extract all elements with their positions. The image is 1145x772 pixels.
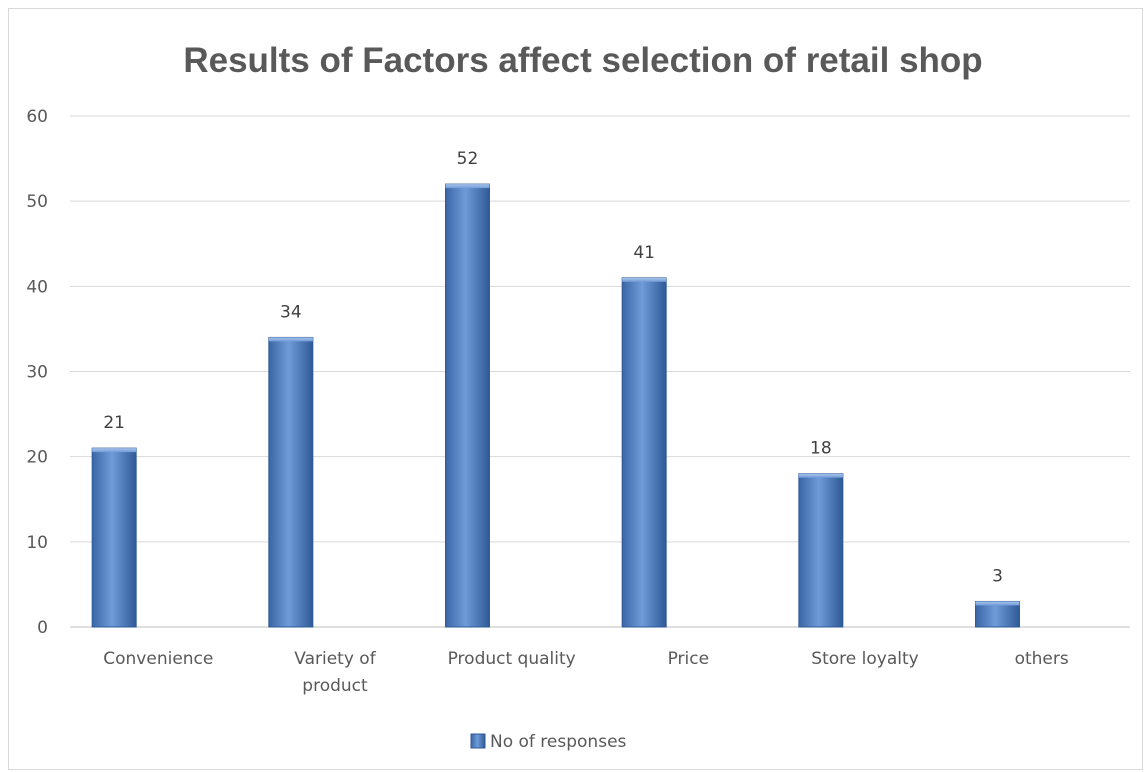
legend-swatch bbox=[470, 733, 486, 749]
bar bbox=[445, 183, 490, 628]
bar bbox=[621, 277, 667, 628]
bar-top-highlight bbox=[268, 337, 313, 342]
bar-top-highlight bbox=[975, 601, 1020, 606]
chart-title: Results of Factors affect selection of r… bbox=[183, 41, 982, 80]
bar bbox=[975, 600, 1020, 628]
bar-top-highlight bbox=[622, 277, 667, 282]
data-label: 34 bbox=[280, 302, 302, 322]
y-tick-label: 20 bbox=[26, 448, 48, 468]
legend: No of responses bbox=[470, 732, 627, 752]
y-axis-tick-labels: 0 10 20 30 40 50 60 bbox=[26, 107, 48, 638]
bar-top-highlight bbox=[92, 448, 137, 453]
data-label: 3 bbox=[992, 566, 1003, 586]
x-tick-label: Variety of product bbox=[294, 649, 376, 696]
y-tick-label: 30 bbox=[26, 363, 48, 383]
y-tick-label: 50 bbox=[26, 192, 48, 212]
data-label: 18 bbox=[810, 439, 832, 459]
data-label: 52 bbox=[457, 149, 479, 169]
bar bbox=[268, 336, 314, 628]
data-label: 41 bbox=[633, 243, 655, 263]
y-tick-label: 0 bbox=[37, 618, 48, 638]
y-tick-label: 10 bbox=[26, 533, 48, 553]
x-tick-label: Store loyalty bbox=[811, 649, 918, 669]
data-labels: 21 34 52 41 18 3 bbox=[103, 149, 1003, 586]
x-tick-label: others bbox=[1015, 649, 1069, 669]
bar bbox=[798, 473, 844, 628]
bars bbox=[91, 183, 1020, 628]
legend-label: No of responses bbox=[490, 732, 627, 752]
x-tick-label: Product quality bbox=[448, 649, 576, 669]
bar bbox=[91, 447, 137, 628]
x-tick-label: Price bbox=[668, 649, 709, 669]
data-label: 21 bbox=[103, 413, 125, 433]
gridlines bbox=[70, 115, 1130, 628]
x-tick-label: Convenience bbox=[103, 649, 213, 669]
bar-top-highlight bbox=[445, 184, 490, 189]
y-tick-label: 60 bbox=[26, 107, 48, 127]
y-tick-label: 40 bbox=[26, 277, 48, 297]
bar-top-highlight bbox=[798, 473, 843, 478]
x-axis-category-labels: Convenience Variety of product Product qual… bbox=[103, 649, 1069, 696]
chart-frame bbox=[8, 8, 1143, 770]
